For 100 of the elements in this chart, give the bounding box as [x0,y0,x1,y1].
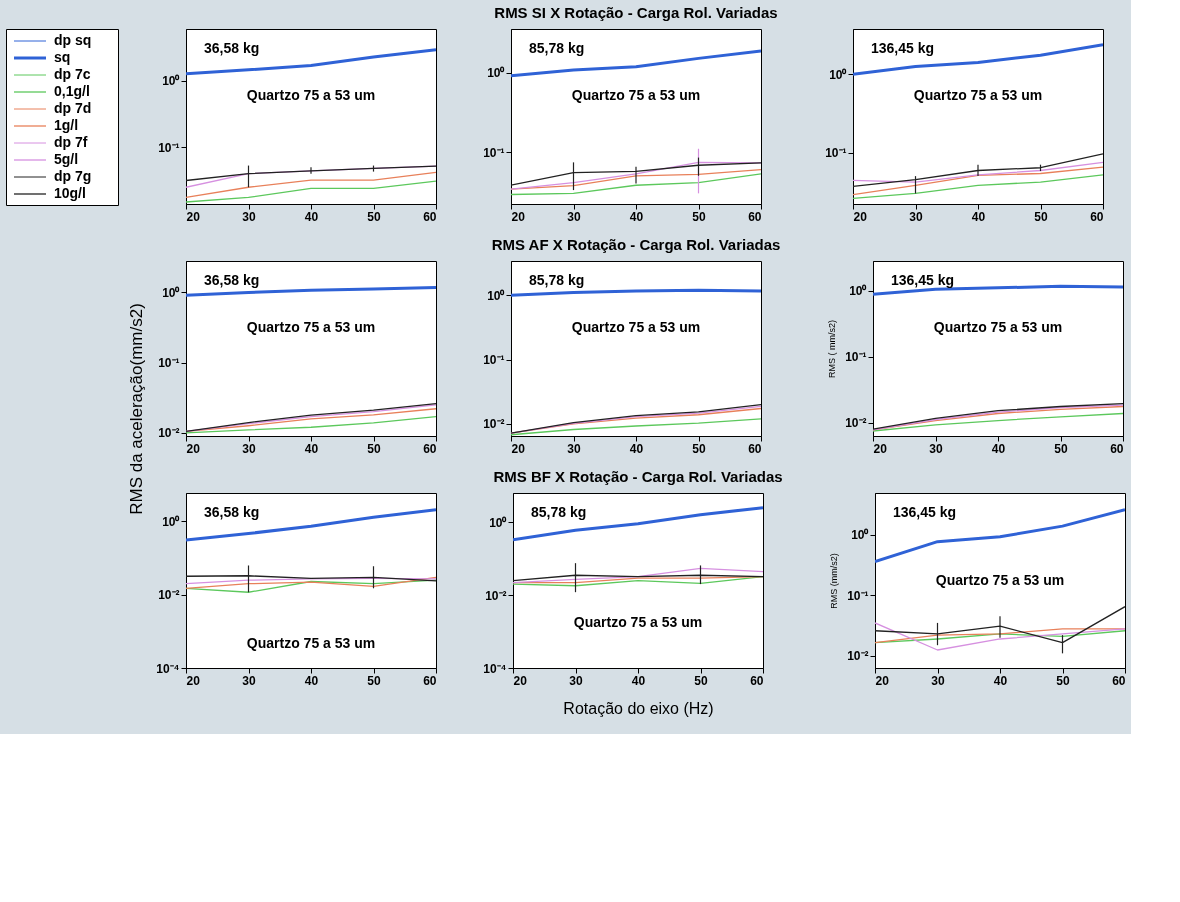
y-tick-label: 10⁻¹ [845,350,867,365]
x-tick-label: 30 [567,441,581,456]
legend-label: 1g/l [54,117,79,133]
y-tick-label: 10⁰ [849,284,868,299]
x-tick-label: 30 [569,673,583,688]
y-tick-label: 10⁻² [845,416,867,431]
y-tick-label: 10⁻⁴ [483,661,507,676]
x-tick-label: 20 [875,673,890,688]
y-tick-label: 10⁻¹ [483,353,505,368]
annotation: Quartzo 75 a 53 um [246,634,376,651]
x-tick-label: 60 [750,673,764,688]
text: dp 7d [54,100,92,116]
x-tick-label: 30 [242,441,256,456]
y-axis-title: RMS da aceleração(mm/s2) [127,303,146,515]
x-tick-label: 20 [873,441,888,456]
annotation: Quartzo 75 a 53 um [935,571,1065,588]
annotation: 36,58 kg [204,40,260,56]
annotation: 85,78 kg [531,504,587,520]
annotation: Quartzo 75 a 53 um [246,86,376,103]
text: dp 7f [54,134,88,150]
x-tick-label: 40 [304,209,319,224]
x-tick-label: 40 [971,209,986,224]
legend-label: 5g/l [54,151,79,167]
x-tick-label: 60 [1110,441,1124,456]
annotation: Quartzo 75 a 53 um [571,318,701,335]
x-tick-label: 40 [993,673,1008,688]
x-tick-label: 30 [567,209,581,224]
x-tick-label: 20 [511,441,526,456]
x-tick-label: 60 [1112,673,1126,688]
annotation: 136,45 kg [893,504,957,520]
legend-label: 10g/l [54,185,86,201]
y-tick-label: 10⁻¹ [158,356,180,371]
x-tick-label: 40 [304,441,319,456]
chart-title: RMS BF X Rotação - Carga Rol. Variadas [493,468,783,485]
y-tick-label: 10⁰ [162,74,181,89]
y-tick-label: 10⁻¹ [847,588,869,603]
y-tick-label: 10⁻² [158,588,180,603]
y-tick-label: 10⁻⁴ [156,661,180,676]
annotation: Quartzo 75 a 53 um [913,86,1043,103]
x-tick-label: 50 [367,441,381,456]
x-axis-title: Rotação do eixo (Hz) [563,699,714,717]
y-tick-label: 10⁰ [487,288,506,303]
annotation: 85,78 kg [529,40,585,56]
legend-label: 0,1g/l [54,83,90,99]
x-tick-label: 60 [748,209,762,224]
x-tick-label: 20 [853,209,868,224]
x-tick-label: 20 [186,441,201,456]
x-tick-label: 60 [423,673,437,688]
x-tick-label: 50 [367,673,381,688]
x-tick-label: 40 [304,673,319,688]
x-tick-label: 30 [929,441,943,456]
x-tick-label: 50 [1056,673,1070,688]
y-axis-title: RMS (mm/s2) [829,553,840,609]
y-axis-title: RMS ( mm/s2) [827,320,838,378]
chart-title: RMS AF X Rotação - Carga Rol. Variadas [491,236,781,253]
x-tick-label: 40 [991,441,1006,456]
x-tick-label: 50 [367,209,381,224]
y-tick-label: 10⁰ [162,285,181,300]
y-tick-label: 10⁻² [847,649,869,664]
x-tick-label: 20 [186,209,201,224]
x-tick-label: 50 [694,673,708,688]
annotation: Quartzo 75 a 53 um [246,318,376,335]
y-tick-label: 10⁻¹ [825,146,847,161]
annotation: 136,45 kg [891,272,955,288]
x-tick-label: 50 [692,209,706,224]
annotation: Quartzo 75 a 53 um [573,613,703,630]
y-tick-label: 10⁰ [851,528,870,543]
annotation: Quartzo 75 a 53 um [571,86,701,103]
y-tick-label: 10⁰ [162,515,181,529]
x-tick-label: 30 [242,673,256,688]
annotation: 36,58 kg [204,272,260,288]
text: dp 7g [54,168,92,184]
x-tick-label: 30 [909,209,923,224]
x-tick-label: 40 [631,673,646,688]
x-tick-label: 20 [511,209,526,224]
x-tick-label: 20 [513,673,528,688]
y-tick-label: 10⁰ [489,515,508,530]
annotation: Quartzo 75 a 53 um [933,318,1063,335]
y-tick-label: 10⁰ [829,67,848,82]
y-tick-label: 10⁻¹ [158,140,180,155]
x-tick-label: 50 [1054,441,1068,456]
annotation: 136,45 kg [871,40,935,56]
y-tick-label: 10⁰ [487,66,506,81]
x-tick-label: 40 [629,209,644,224]
y-tick-label: 10⁻² [158,426,180,441]
chart-title: RMS SI X Rotação - Carga Rol. Variadas [494,4,778,21]
y-tick-label: 10⁻² [485,588,507,603]
x-tick-label: 50 [1034,209,1048,224]
x-tick-label: 40 [629,441,644,456]
x-tick-label: 20 [186,673,201,688]
annotation: 85,78 kg [529,272,585,288]
y-tick-label: 10⁻² [483,417,505,432]
x-tick-label: 60 [423,209,437,224]
legend-label: sq [54,49,71,65]
x-tick-label: 30 [242,209,256,224]
text: dp sq [54,32,92,48]
x-tick-label: 60 [423,441,437,456]
x-tick-label: 60 [1090,209,1104,224]
x-tick-label: 30 [931,673,945,688]
x-tick-label: 60 [748,441,762,456]
